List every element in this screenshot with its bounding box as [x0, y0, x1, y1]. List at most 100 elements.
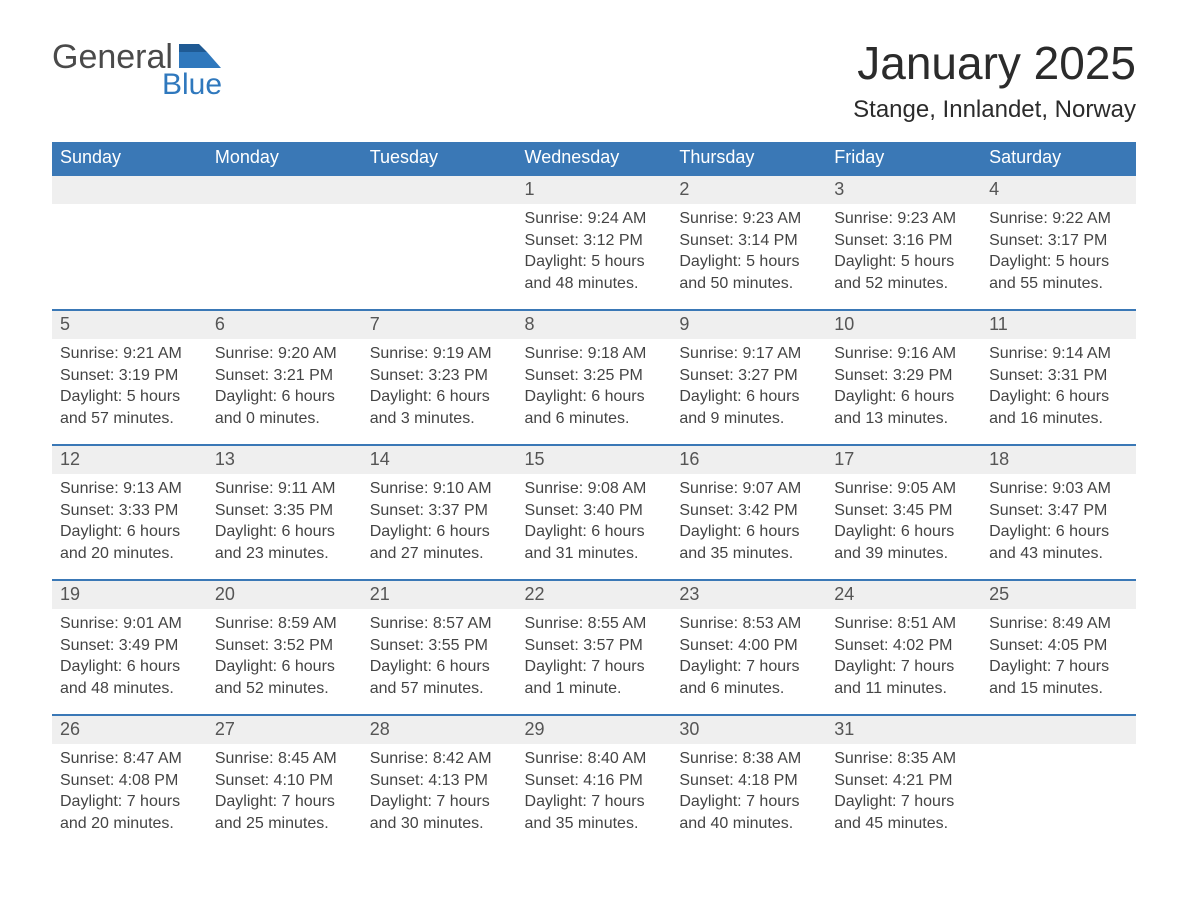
calendar-cell: 29Sunrise: 8:40 AMSunset: 4:16 PMDayligh… [517, 714, 672, 849]
day-body: Sunrise: 8:51 AMSunset: 4:02 PMDaylight:… [826, 609, 981, 709]
calendar-cell: 14Sunrise: 9:10 AMSunset: 3:37 PMDayligh… [362, 444, 517, 579]
daylight-text: and 20 minutes. [60, 813, 199, 835]
day-body: Sunrise: 9:22 AMSunset: 3:17 PMDaylight:… [981, 204, 1136, 304]
day-body: Sunrise: 9:03 AMSunset: 3:47 PMDaylight:… [981, 474, 1136, 574]
weekday-header: Friday [826, 142, 981, 174]
daylight-text: Daylight: 6 hours [834, 386, 973, 408]
daylight-text: Daylight: 6 hours [60, 521, 199, 543]
daylight-text: Daylight: 7 hours [679, 791, 818, 813]
sunrise-text: Sunrise: 9:21 AM [60, 343, 199, 365]
calendar-table: SundayMondayTuesdayWednesdayThursdayFrid… [52, 142, 1136, 849]
sunset-text: Sunset: 3:31 PM [989, 365, 1128, 387]
calendar-cell: 24Sunrise: 8:51 AMSunset: 4:02 PMDayligh… [826, 579, 981, 714]
day-number: . [362, 174, 517, 204]
sunset-text: Sunset: 4:16 PM [525, 770, 664, 792]
daylight-text: Daylight: 6 hours [370, 386, 509, 408]
calendar-cell: . [981, 714, 1136, 849]
daylight-text: and 1 minute. [525, 678, 664, 700]
daylight-text: and 57 minutes. [370, 678, 509, 700]
day-number: 24 [826, 579, 981, 609]
sunset-text: Sunset: 3:29 PM [834, 365, 973, 387]
sunrise-text: Sunrise: 9:08 AM [525, 478, 664, 500]
day-body: Sunrise: 9:01 AMSunset: 3:49 PMDaylight:… [52, 609, 207, 709]
day-body: Sunrise: 9:23 AMSunset: 3:16 PMDaylight:… [826, 204, 981, 304]
calendar-cell: 27Sunrise: 8:45 AMSunset: 4:10 PMDayligh… [207, 714, 362, 849]
calendar-cell: 20Sunrise: 8:59 AMSunset: 3:52 PMDayligh… [207, 579, 362, 714]
sunrise-text: Sunrise: 8:51 AM [834, 613, 973, 635]
sunrise-text: Sunrise: 9:17 AM [679, 343, 818, 365]
day-number: 21 [362, 579, 517, 609]
sunset-text: Sunset: 4:08 PM [60, 770, 199, 792]
day-number: . [207, 174, 362, 204]
sunset-text: Sunset: 3:12 PM [525, 230, 664, 252]
daylight-text: Daylight: 7 hours [525, 656, 664, 678]
calendar-cell: 18Sunrise: 9:03 AMSunset: 3:47 PMDayligh… [981, 444, 1136, 579]
day-number: 20 [207, 579, 362, 609]
sunrise-text: Sunrise: 8:53 AM [679, 613, 818, 635]
day-number: 18 [981, 444, 1136, 474]
sunset-text: Sunset: 3:33 PM [60, 500, 199, 522]
sunrise-text: Sunrise: 8:47 AM [60, 748, 199, 770]
day-number: 23 [671, 579, 826, 609]
calendar-cell: 15Sunrise: 9:08 AMSunset: 3:40 PMDayligh… [517, 444, 672, 579]
day-number: 6 [207, 309, 362, 339]
day-number: 17 [826, 444, 981, 474]
sunset-text: Sunset: 3:47 PM [989, 500, 1128, 522]
day-number: . [981, 714, 1136, 744]
sunrise-text: Sunrise: 8:38 AM [679, 748, 818, 770]
daylight-text: and 48 minutes. [525, 273, 664, 295]
daylight-text: and 6 minutes. [525, 408, 664, 430]
daylight-text: and 43 minutes. [989, 543, 1128, 565]
day-number: 10 [826, 309, 981, 339]
day-body: Sunrise: 9:08 AMSunset: 3:40 PMDaylight:… [517, 474, 672, 574]
sunset-text: Sunset: 4:10 PM [215, 770, 354, 792]
sunrise-text: Sunrise: 9:16 AM [834, 343, 973, 365]
daylight-text: Daylight: 7 hours [370, 791, 509, 813]
day-number: 13 [207, 444, 362, 474]
sunset-text: Sunset: 3:27 PM [679, 365, 818, 387]
logo-word2: Blue [162, 70, 222, 100]
title-block: January 2025 Stange, Innlandet, Norway [853, 40, 1136, 124]
daylight-text: Daylight: 5 hours [525, 251, 664, 273]
day-body: Sunrise: 9:20 AMSunset: 3:21 PMDaylight:… [207, 339, 362, 439]
sunrise-text: Sunrise: 8:45 AM [215, 748, 354, 770]
calendar-week-row: ...1Sunrise: 9:24 AMSunset: 3:12 PMDayli… [52, 174, 1136, 309]
sunset-text: Sunset: 3:37 PM [370, 500, 509, 522]
sunset-text: Sunset: 3:35 PM [215, 500, 354, 522]
day-body: Sunrise: 9:07 AMSunset: 3:42 PMDaylight:… [671, 474, 826, 574]
daylight-text: and 20 minutes. [60, 543, 199, 565]
daylight-text: and 13 minutes. [834, 408, 973, 430]
day-number: 22 [517, 579, 672, 609]
weekday-header: Saturday [981, 142, 1136, 174]
sunrise-text: Sunrise: 8:35 AM [834, 748, 973, 770]
day-body: Sunrise: 9:14 AMSunset: 3:31 PMDaylight:… [981, 339, 1136, 439]
day-number: 12 [52, 444, 207, 474]
day-body: Sunrise: 8:55 AMSunset: 3:57 PMDaylight:… [517, 609, 672, 709]
sunset-text: Sunset: 3:45 PM [834, 500, 973, 522]
sunrise-text: Sunrise: 9:01 AM [60, 613, 199, 635]
sunset-text: Sunset: 3:21 PM [215, 365, 354, 387]
daylight-text: Daylight: 6 hours [215, 386, 354, 408]
calendar-cell: 30Sunrise: 8:38 AMSunset: 4:18 PMDayligh… [671, 714, 826, 849]
calendar-cell: 8Sunrise: 9:18 AMSunset: 3:25 PMDaylight… [517, 309, 672, 444]
calendar-cell: 16Sunrise: 9:07 AMSunset: 3:42 PMDayligh… [671, 444, 826, 579]
daylight-text: and 45 minutes. [834, 813, 973, 835]
calendar-week-row: 19Sunrise: 9:01 AMSunset: 3:49 PMDayligh… [52, 579, 1136, 714]
weekday-header: Monday [207, 142, 362, 174]
calendar-cell: . [207, 174, 362, 309]
day-number: 19 [52, 579, 207, 609]
sunset-text: Sunset: 4:05 PM [989, 635, 1128, 657]
calendar-week-row: 26Sunrise: 8:47 AMSunset: 4:08 PMDayligh… [52, 714, 1136, 849]
day-number: 2 [671, 174, 826, 204]
daylight-text: and 40 minutes. [679, 813, 818, 835]
day-number: 4 [981, 174, 1136, 204]
daylight-text: Daylight: 6 hours [679, 386, 818, 408]
day-number: 14 [362, 444, 517, 474]
daylight-text: and 52 minutes. [834, 273, 973, 295]
weekday-header: Tuesday [362, 142, 517, 174]
sunset-text: Sunset: 3:40 PM [525, 500, 664, 522]
day-body: Sunrise: 8:47 AMSunset: 4:08 PMDaylight:… [52, 744, 207, 844]
sunrise-text: Sunrise: 9:24 AM [525, 208, 664, 230]
daylight-text: and 27 minutes. [370, 543, 509, 565]
daylight-text: Daylight: 7 hours [679, 656, 818, 678]
